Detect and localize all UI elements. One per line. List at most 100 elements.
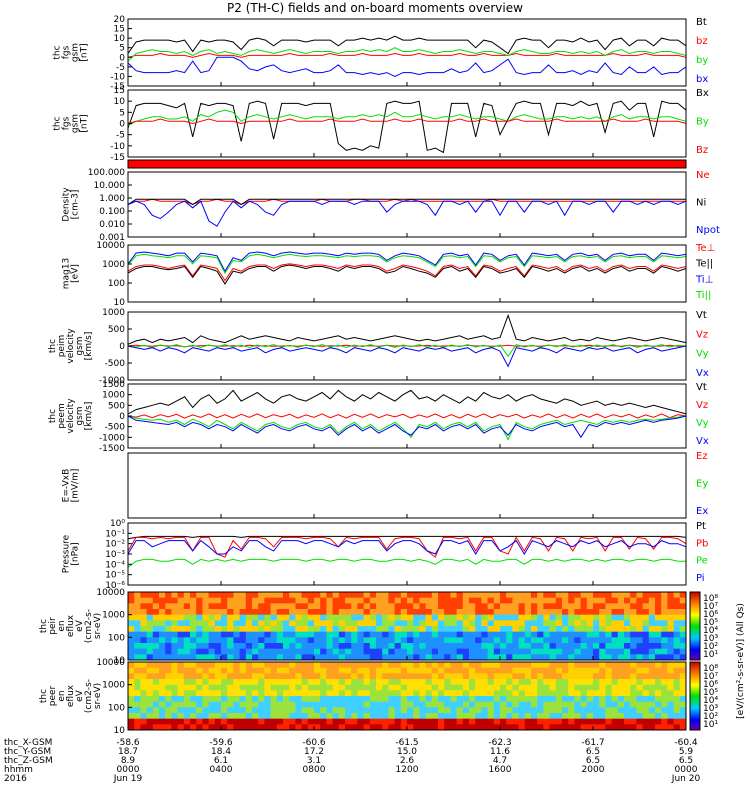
legend-Ez: Ez [696, 451, 708, 462]
spectrogram-cell [171, 631, 179, 638]
spectrogram-cell [159, 713, 166, 720]
spectrogram-cell [152, 609, 160, 616]
y-axis-label-line: peem [57, 403, 67, 429]
spectrogram-cell [493, 626, 501, 633]
y-axis-label-line: [km/s] [84, 402, 94, 431]
spectrogram-cell [245, 654, 253, 661]
spectrogram-cell [202, 696, 210, 703]
spectrogram-cell [586, 614, 594, 621]
spectrogram-cell [171, 724, 179, 731]
spectrogram-cell [431, 701, 439, 708]
spectrogram-cell [617, 724, 625, 731]
spectrogram-cell [338, 592, 346, 599]
spectrogram-cell [165, 718, 172, 725]
spectrogram-cell [673, 626, 681, 633]
spectrogram-cell [394, 690, 402, 697]
spectrogram-cell [456, 643, 464, 650]
spectrogram-cell [642, 713, 650, 720]
spectrogram-cell [314, 667, 321, 674]
spectrogram-cell [574, 643, 582, 650]
spectrogram-cell [524, 696, 532, 703]
spectrogram-cell [438, 718, 445, 725]
spectrogram-cell [524, 648, 532, 655]
spectrogram-cell [425, 609, 433, 616]
spectrogram-cell [543, 690, 551, 697]
y-tick-label: 10 [114, 298, 126, 308]
spectrogram-cell [562, 603, 569, 610]
spectrogram-cell [301, 614, 309, 621]
spectrogram-cell [134, 718, 141, 725]
spectrogram-cell [307, 631, 315, 638]
series-line-bz [127, 52, 687, 58]
spectrogram-cell [307, 679, 315, 686]
spectrogram-cell [617, 707, 625, 714]
spectrogram-cell [642, 696, 650, 703]
spectrogram-cell [227, 679, 234, 686]
spectrogram-cell [146, 696, 154, 703]
spectrogram-cell [549, 592, 557, 599]
spectrogram-cell [227, 648, 234, 655]
y-axis-label: thc peir en eflux eV (cm2-s-sr-eV) [39, 609, 103, 643]
spectrogram-cell [196, 718, 203, 725]
spectrogram-cell [543, 620, 551, 627]
spectrogram-cell [673, 654, 681, 661]
spectrogram-cell [562, 626, 569, 633]
spectrogram-cell [438, 648, 445, 655]
spectrogram-cell [202, 690, 210, 697]
spectrogram-cell [196, 614, 203, 621]
spectrogram-cell [283, 690, 290, 697]
spectrogram-cell [679, 592, 687, 599]
spectrogram-cell [134, 667, 141, 674]
spectrogram-cell [667, 603, 675, 610]
spectrogram-cell [642, 707, 650, 714]
spectrogram-cell [667, 679, 675, 686]
spectrogram-cell [500, 701, 507, 708]
spectrogram-cell [382, 597, 389, 604]
legend-Pb: Pb [696, 538, 708, 549]
spectrogram-cell [388, 724, 396, 731]
spectrogram-cell [171, 614, 179, 621]
spectrogram-cell [667, 631, 675, 638]
spectrogram-cell [338, 662, 346, 669]
spectrogram-cell [338, 637, 346, 644]
y-tick-label: 10 [114, 34, 126, 44]
spectrogram-cell [537, 603, 544, 610]
spectrogram-cell [233, 620, 241, 627]
spectrogram-cell [475, 637, 482, 644]
spectrogram-cell [661, 684, 668, 691]
spectrogram-cell [673, 609, 681, 616]
spectrogram-cell [475, 631, 482, 638]
spectrogram-cell [611, 696, 619, 703]
spectrogram-cell [264, 673, 272, 680]
spectrogram-cell [444, 662, 451, 669]
spectrogram-cell [345, 609, 352, 616]
spectrogram-cell [245, 637, 253, 644]
spectrogram-cell [407, 614, 414, 621]
spectrogram-cell [146, 592, 154, 599]
spectrogram-cell [289, 637, 296, 644]
spectrogram-cell [562, 696, 569, 703]
spectrogram-cell [537, 643, 544, 650]
legend-Vt: Vt [696, 382, 707, 393]
spectrogram-cell [431, 631, 439, 638]
spectrogram-cell [357, 643, 365, 650]
spectrogram-cell [382, 626, 389, 633]
spectrogram-cell [314, 662, 321, 669]
y-axis-label-line: thc [39, 619, 49, 633]
spectrogram-cell [624, 609, 631, 616]
spectrogram-cell [469, 648, 476, 655]
spectrogram-cell [462, 603, 470, 610]
spectrogram-cell [258, 648, 265, 655]
spectrogram-cell [593, 696, 600, 703]
spectrogram-cell [258, 654, 265, 661]
spectrogram-cell [369, 690, 377, 697]
series-line-Vz [127, 413, 687, 419]
spectrogram-cell [301, 701, 309, 708]
y-axis-label-line: sr-eV) [93, 683, 103, 709]
y-axis-label-line: eV [75, 689, 85, 702]
spectrogram-cell [450, 718, 458, 725]
spectrogram-cell [214, 679, 222, 686]
spectrogram-cell [431, 643, 439, 650]
spectrogram-cell [357, 648, 365, 655]
spectrogram-cell [357, 696, 365, 703]
